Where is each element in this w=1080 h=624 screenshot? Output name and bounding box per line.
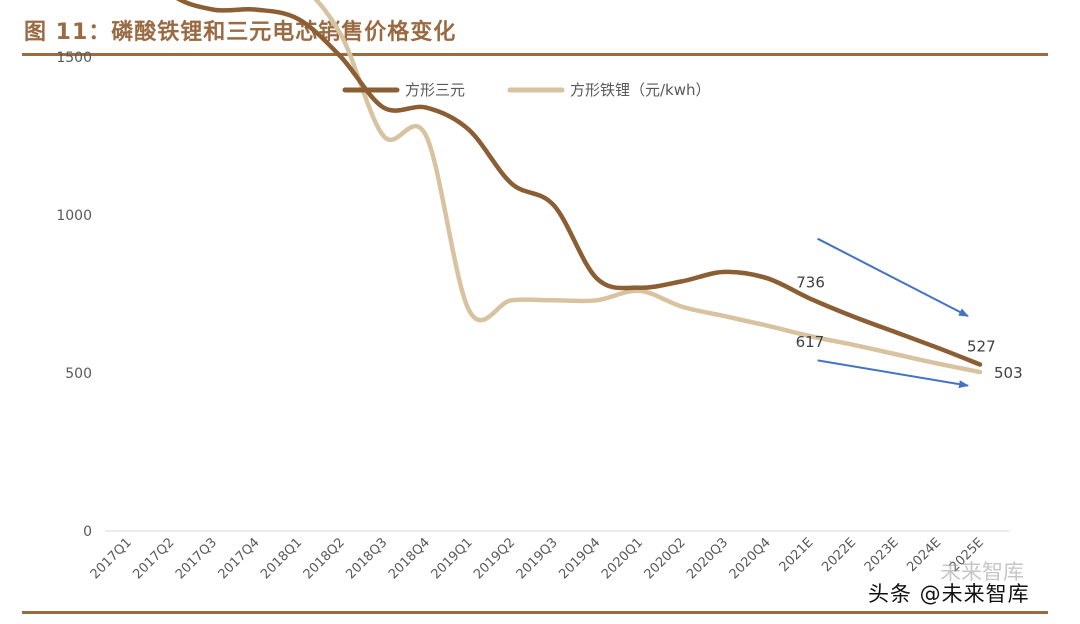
x-tick-label: 2019Q1 bbox=[429, 535, 476, 582]
legend-label: 方形铁锂（元/kwh） bbox=[570, 81, 711, 99]
figure-title: 图 11：磷酸铁锂和三元电芯销售价格变化 bbox=[24, 20, 457, 45]
data-label: 503 bbox=[994, 364, 1023, 382]
legend-label: 方形三元 bbox=[405, 81, 465, 99]
x-tick-label: 2020Q4 bbox=[727, 535, 774, 582]
bottom-rule bbox=[22, 611, 1048, 614]
x-tick-label: 2017Q3 bbox=[173, 535, 220, 582]
series-line-lfp bbox=[313, 0, 983, 375]
x-tick-label: 2021E bbox=[777, 535, 817, 575]
trend-arrow bbox=[817, 237, 969, 318]
x-tick-label: 2019Q4 bbox=[556, 535, 603, 582]
x-tick-label: 2017Q2 bbox=[130, 535, 177, 582]
watermark-background-text: 未来智库 bbox=[940, 560, 1024, 584]
series-line-ternary bbox=[176, 0, 983, 367]
x-tick-label: 2024E bbox=[904, 535, 944, 575]
x-tick-label: 2018Q2 bbox=[301, 535, 348, 582]
y-tick-label: 1500 bbox=[56, 50, 92, 66]
trend-arrow bbox=[817, 359, 969, 389]
x-tick-label: 2018Q4 bbox=[386, 535, 433, 582]
x-tick-label: 2019Q2 bbox=[471, 535, 518, 582]
x-tick-label: 2019Q3 bbox=[514, 535, 561, 582]
x-tick-label: 2020Q1 bbox=[599, 535, 646, 582]
x-tick-label: 2018Q1 bbox=[258, 535, 305, 582]
title-rule bbox=[22, 53, 1048, 56]
y-tick-label: 0 bbox=[83, 524, 92, 540]
watermark-text: 头条 @未来智库 bbox=[868, 582, 1030, 606]
y-tick-label: 1000 bbox=[56, 208, 92, 224]
x-tick-label: 2018Q3 bbox=[343, 535, 390, 582]
x-tick-label: 2020Q3 bbox=[684, 535, 731, 582]
data-label: 617 bbox=[796, 333, 825, 351]
x-tick-label: 2017Q1 bbox=[88, 535, 135, 582]
x-tick-label: 2020Q2 bbox=[642, 535, 689, 582]
x-tick-label: 2022E bbox=[819, 535, 859, 575]
x-tick-label: 2017Q4 bbox=[216, 535, 263, 582]
data-label: 736 bbox=[796, 273, 825, 291]
data-label: 527 bbox=[967, 337, 996, 355]
y-tick-label: 500 bbox=[65, 366, 92, 382]
x-tick-label: 2023E bbox=[862, 535, 902, 575]
